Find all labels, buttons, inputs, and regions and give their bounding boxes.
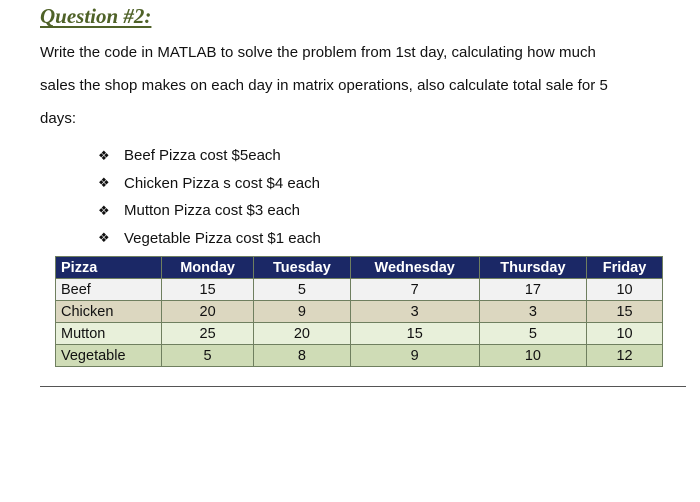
- price-item-mutton: ❖ Mutton Pizza cost $3 each: [98, 197, 321, 225]
- table-cell: 5: [253, 278, 351, 301]
- table-cell: 20: [160, 300, 255, 323]
- price-list: ❖ Beef Pizza cost $5each ❖ Chicken Pizza…: [98, 142, 321, 252]
- table-cell: 7: [349, 278, 480, 301]
- column-header-thursday: Thursday: [478, 256, 588, 279]
- table-row: Beef 15 5 7 17 10: [55, 278, 663, 301]
- diamond-star-bullet-icon: ❖: [98, 147, 110, 163]
- table-cell: 10: [478, 344, 588, 367]
- diamond-star-bullet-icon: ❖: [98, 202, 110, 218]
- table-cell: 3: [478, 300, 588, 323]
- price-item-label: Vegetable Pizza cost $1 each: [124, 229, 321, 247]
- table-cell: 17: [478, 278, 588, 301]
- sales-table: Pizza Monday Tuesday Wednesday Thursday …: [55, 256, 663, 367]
- table-cell: Beef: [55, 278, 162, 301]
- price-item-label: Mutton Pizza cost $3 each: [124, 202, 300, 220]
- diamond-star-bullet-icon: ❖: [98, 230, 110, 246]
- table-cell: 10: [586, 278, 663, 301]
- horizontal-divider: [40, 386, 686, 387]
- diamond-star-bullet-icon: ❖: [98, 175, 110, 191]
- table-cell: 5: [478, 322, 588, 345]
- table-cell: 15: [349, 322, 480, 345]
- table-cell: 10: [586, 322, 663, 345]
- column-header-pizza: Pizza: [55, 256, 162, 279]
- price-item-beef: ❖ Beef Pizza cost $5each: [98, 142, 321, 170]
- table-cell: 20: [253, 322, 351, 345]
- column-header-monday: Monday: [160, 256, 255, 279]
- column-header-tuesday: Tuesday: [253, 256, 351, 279]
- table-cell: 3: [349, 300, 480, 323]
- table-cell: 15: [586, 300, 663, 323]
- table-cell: 25: [160, 322, 255, 345]
- table-row: Vegetable 5 8 9 10 12: [55, 344, 663, 367]
- price-item-chicken: ❖ Chicken Pizza s cost $4 each: [98, 170, 321, 198]
- column-header-wednesday: Wednesday: [349, 256, 480, 279]
- problem-text-line-3: days:: [40, 110, 77, 127]
- table-cell: Mutton: [55, 322, 162, 345]
- table-cell: 5: [160, 344, 255, 367]
- table-row: Mutton 25 20 15 5 10: [55, 322, 663, 345]
- table-header-row: Pizza Monday Tuesday Wednesday Thursday …: [55, 256, 663, 279]
- table-cell: 12: [586, 344, 663, 367]
- price-item-label: Beef Pizza cost $5each: [124, 147, 281, 165]
- table-cell: Chicken: [55, 300, 162, 323]
- table-row: Chicken 20 9 3 3 15: [55, 300, 663, 323]
- table-cell: 9: [253, 300, 351, 323]
- price-item-vegetable: ❖ Vegetable Pizza cost $1 each: [98, 225, 321, 253]
- question-heading: Question #2:: [40, 4, 152, 28]
- table-cell: 8: [253, 344, 351, 367]
- table-cell: 9: [349, 344, 480, 367]
- price-item-label: Chicken Pizza s cost $4 each: [124, 174, 320, 192]
- problem-text-line-1: Write the code in MATLAB to solve the pr…: [40, 44, 596, 61]
- table-cell: Vegetable: [55, 344, 162, 367]
- problem-text-line-2: sales the shop makes on each day in matr…: [40, 77, 608, 94]
- column-header-friday: Friday: [586, 256, 663, 279]
- table-cell: 15: [160, 278, 255, 301]
